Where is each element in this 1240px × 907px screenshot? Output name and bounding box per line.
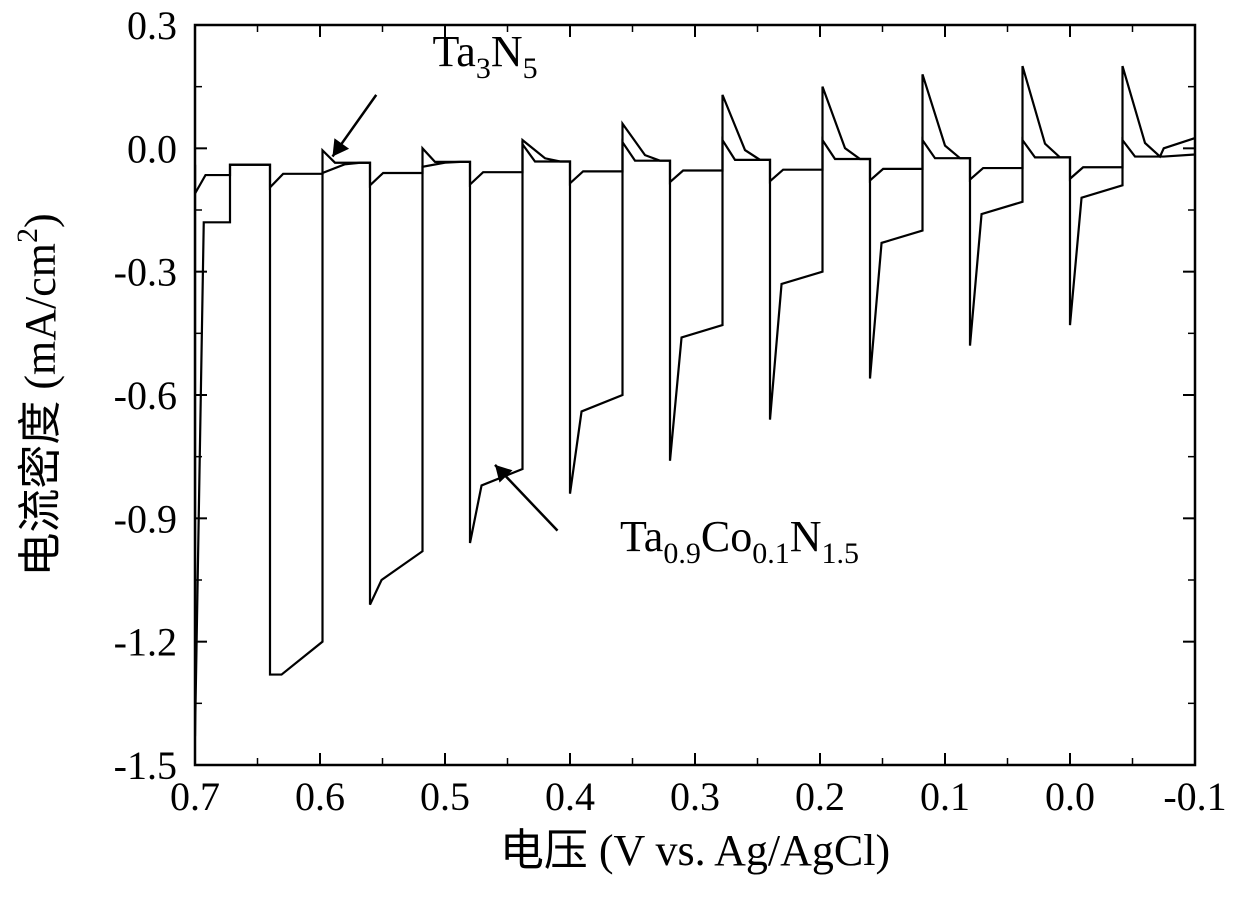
x-tick-label: 0.1 xyxy=(920,774,970,819)
y-tick-label: -0.3 xyxy=(114,250,177,295)
photocurrent-chart: 0.7 0.6 0.5 0.4 0.3 0.2 0.1 0.0 -0.1 0.3 0.0 -0.3 -0… xyxy=(0,0,1240,907)
x-tick-label: -0.1 xyxy=(1163,774,1226,819)
x-tick-label: 0.5 xyxy=(420,774,470,819)
x-tick-label: 0.6 xyxy=(295,774,345,819)
x-tick-label: 0.2 xyxy=(795,774,845,819)
y-tick-label: -0.6 xyxy=(114,373,177,418)
x-tick-label: 0.3 xyxy=(670,774,720,819)
y-tick-label: 0.0 xyxy=(127,126,177,171)
x-axis-title: 电压 (V vs. Ag/AgCl) xyxy=(500,826,890,875)
y-tick-label: 0.3 xyxy=(127,3,177,48)
x-tick-label: 0.0 xyxy=(1045,774,1095,819)
y-tick-label: -1.2 xyxy=(114,620,177,665)
x-tick-label: 0.7 xyxy=(170,774,220,819)
y-tick-label: -1.5 xyxy=(114,743,177,788)
y-tick-label: -0.9 xyxy=(114,496,177,541)
y-axis-title: 电流密度 (mA/cm2) xyxy=(11,213,65,576)
x-tick-label: 0.4 xyxy=(545,774,595,819)
